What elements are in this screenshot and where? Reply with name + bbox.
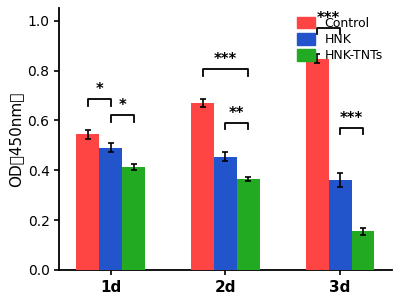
Text: ***: ***	[340, 111, 363, 126]
Bar	[76, 134, 99, 270]
Text: ***: ***	[214, 52, 237, 67]
Bar	[99, 148, 122, 270]
Y-axis label: OD（450nm）: OD（450nm）	[8, 92, 23, 187]
Text: *: *	[118, 98, 126, 114]
Text: **: **	[229, 106, 245, 121]
Bar	[191, 103, 214, 270]
Bar	[214, 157, 237, 270]
Bar	[352, 231, 374, 270]
Text: ***: ***	[317, 11, 340, 26]
Bar	[329, 180, 352, 270]
Bar	[122, 167, 145, 270]
Bar	[237, 179, 260, 270]
Legend: Control, HNK, HNK-TNTs: Control, HNK, HNK-TNTs	[295, 15, 386, 65]
Bar	[306, 59, 329, 270]
Text: *: *	[96, 82, 103, 97]
